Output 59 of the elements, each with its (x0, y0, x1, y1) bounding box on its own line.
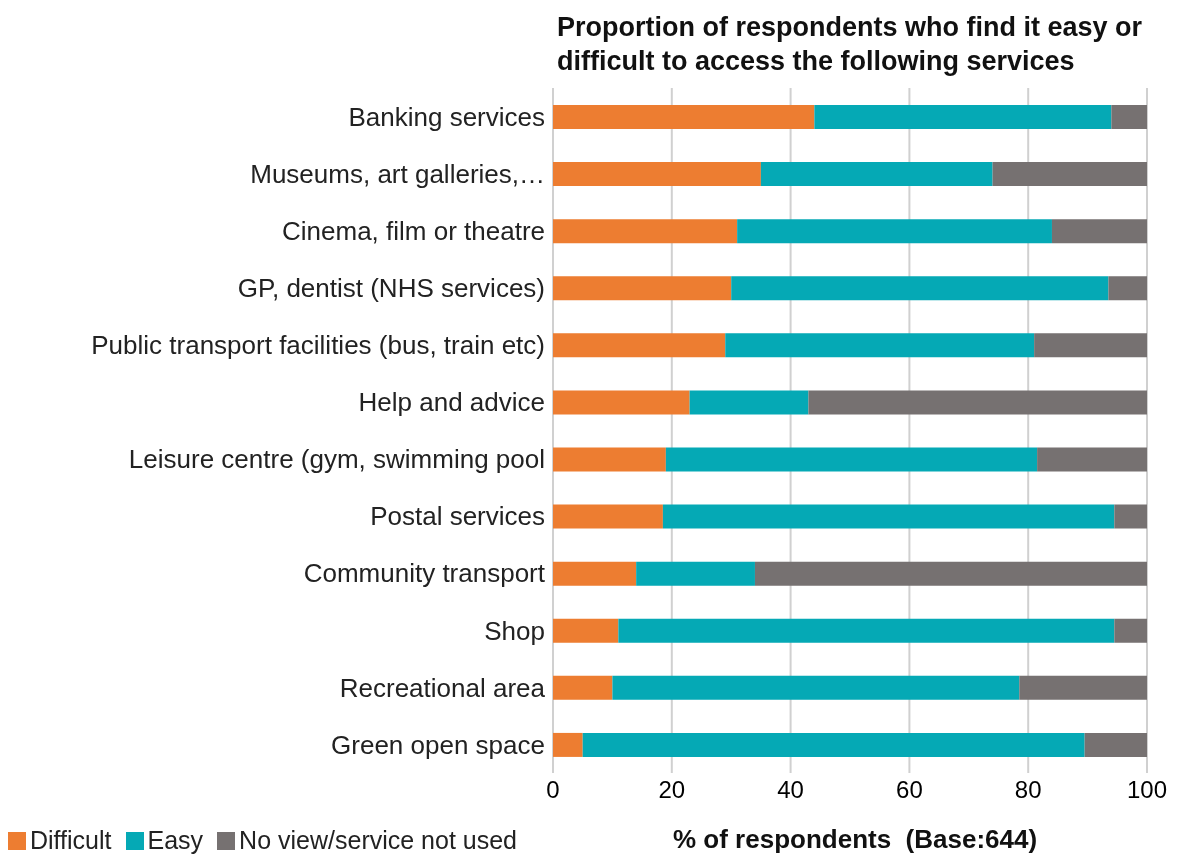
legend-label: Easy (146, 826, 204, 854)
bar (1034, 333, 1147, 358)
bar (1114, 618, 1147, 643)
bar (992, 162, 1147, 187)
bar (814, 105, 1112, 129)
bar (553, 561, 637, 586)
bar (665, 447, 1038, 472)
bar (689, 390, 809, 415)
bar (1114, 504, 1147, 529)
y-tick-label: Shop (484, 615, 545, 646)
bar (754, 561, 1147, 586)
x-tick-label: 60 (896, 776, 923, 804)
bar (553, 504, 663, 529)
bar (553, 105, 815, 129)
x-tick-label: 20 (658, 776, 686, 804)
legend-label: No view/service not used (238, 826, 518, 854)
x-axis-title: % of respondents (Base:644) (673, 824, 1038, 854)
y-tick-label: Postal services (370, 501, 545, 532)
legend-label: Difficult (29, 826, 112, 854)
bar (1084, 732, 1147, 757)
bar (553, 219, 738, 244)
y-tick-label: Banking services (348, 101, 545, 132)
bar (553, 732, 583, 757)
bar (731, 276, 1109, 301)
bar (1019, 675, 1147, 700)
x-tick-label: 100 (1126, 776, 1168, 804)
y-tick-label: Cinema, film or theatre (282, 215, 545, 246)
y-tick-label: Recreational area (339, 672, 546, 703)
y-tick-label: Green open space (331, 729, 545, 760)
bar (1037, 447, 1147, 472)
bar (662, 504, 1115, 529)
chart-title: Proportion of respondents who find it easy or difficult to access the following services (557, 11, 1144, 78)
bar (760, 162, 993, 187)
bar (1108, 276, 1147, 301)
x-tick-label: 40 (777, 776, 804, 804)
y-tick-label: Leisure centre (gym, swimming pool (128, 444, 545, 475)
bar (553, 276, 732, 301)
y-tick-label: Museums, art galleries,… (250, 158, 545, 189)
bar (636, 561, 755, 586)
bar (553, 162, 761, 187)
y-tick-label: Community transport (303, 558, 546, 589)
bar (725, 333, 1035, 358)
bar (553, 618, 619, 643)
bar (582, 732, 1085, 757)
y-tick-label: GP, dentist (NHS services) (237, 273, 545, 304)
bar (612, 675, 1020, 700)
bar (553, 675, 613, 700)
bar (1051, 219, 1147, 244)
bar (808, 390, 1147, 415)
y-tick-label: Help and advice (358, 387, 545, 418)
bar (1111, 105, 1147, 129)
x-tick-label: 80 (1014, 776, 1042, 804)
y-tick-label: Public transport facilities (bus, train etc) (91, 330, 545, 361)
bar (618, 618, 1115, 643)
bar (737, 219, 1052, 244)
x-tick-label: 0 (546, 776, 560, 804)
bar (553, 333, 726, 358)
bar (553, 390, 690, 415)
bar (553, 447, 666, 472)
